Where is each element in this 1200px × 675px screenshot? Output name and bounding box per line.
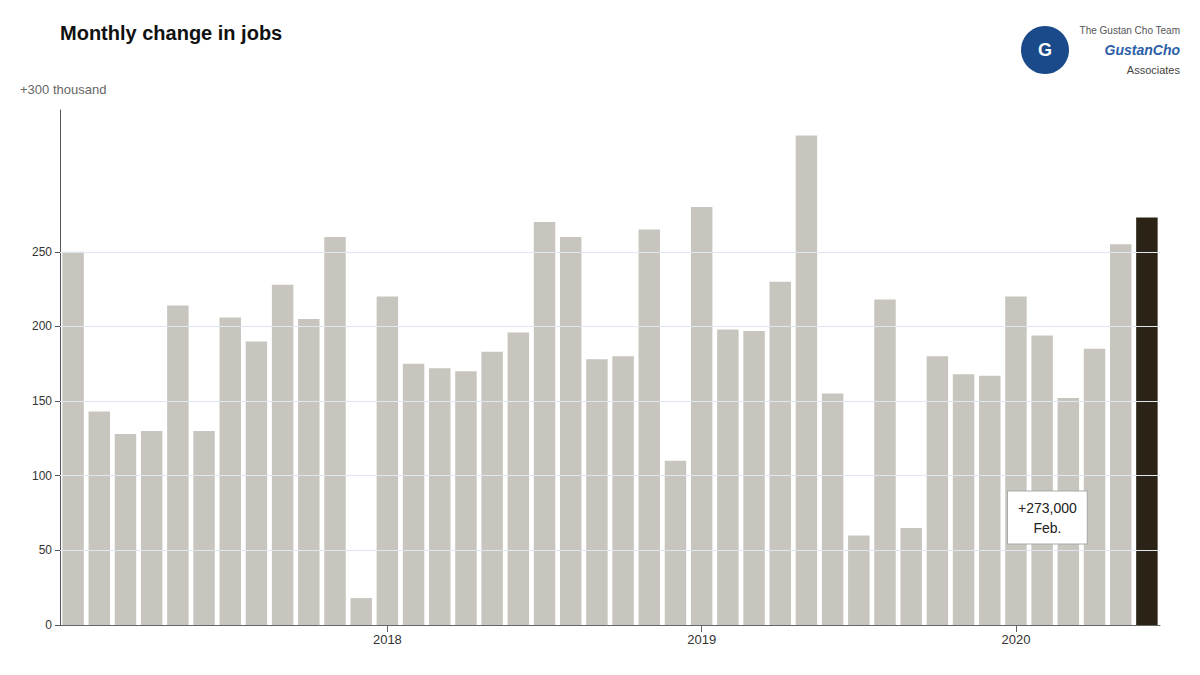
- svg-text:100: 100: [32, 469, 52, 483]
- svg-text:+273,000: +273,000: [1018, 500, 1077, 516]
- svg-text:150: 150: [32, 394, 52, 408]
- svg-text:2018: 2018: [373, 632, 402, 647]
- svg-text:2020: 2020: [1001, 632, 1030, 647]
- svg-text:Associates: Associates: [1127, 64, 1181, 76]
- svg-text:200: 200: [32, 319, 52, 333]
- svg-text:GustanCho: GustanCho: [1105, 42, 1181, 58]
- svg-text:2019: 2019: [687, 632, 716, 647]
- svg-text:The Gustan Cho Team: The Gustan Cho Team: [1080, 25, 1180, 36]
- svg-text:250: 250: [32, 245, 52, 259]
- svg-text:0: 0: [45, 618, 52, 632]
- svg-text:50: 50: [39, 543, 53, 557]
- svg-text:Feb.: Feb.: [1033, 520, 1061, 536]
- svg-text:Monthly change in jobs: Monthly change in jobs: [60, 22, 282, 44]
- svg-text:G: G: [1038, 40, 1052, 60]
- svg-text:+300 thousand: +300 thousand: [20, 82, 106, 97]
